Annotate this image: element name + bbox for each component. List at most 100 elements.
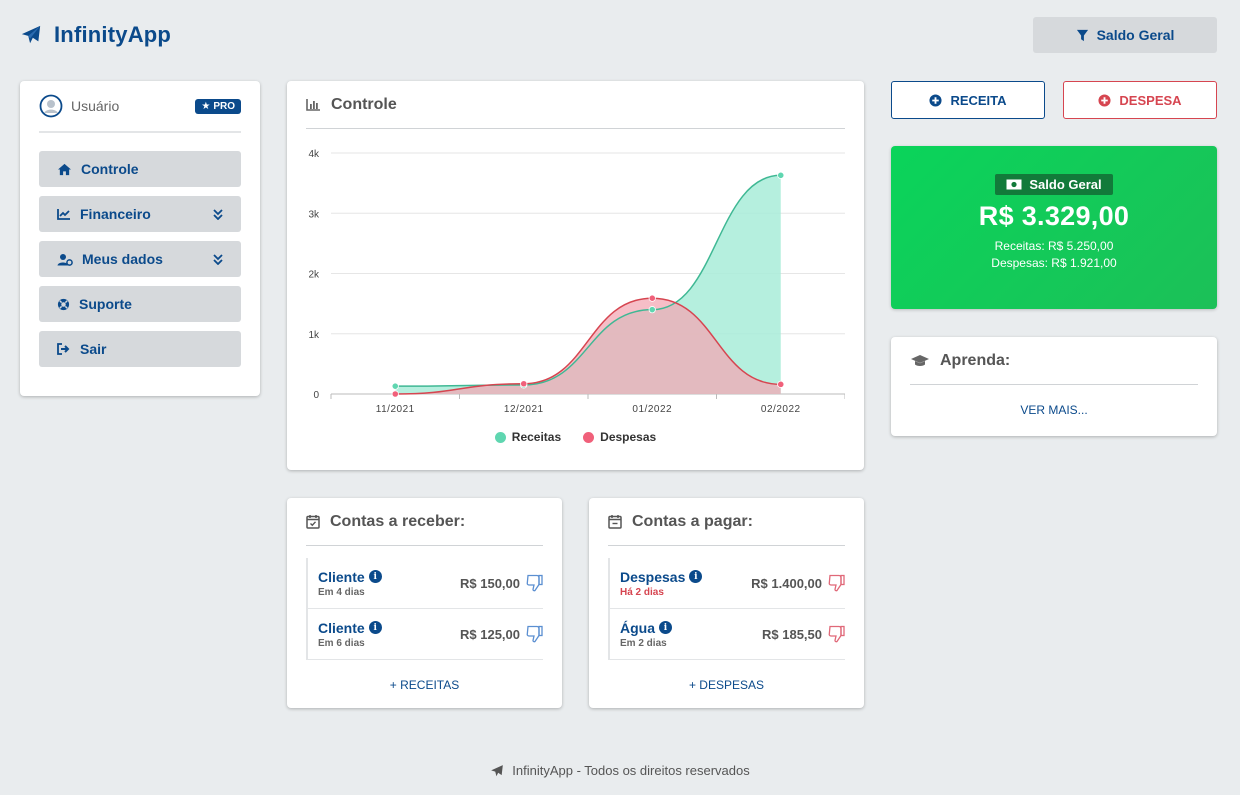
more-receitas-link[interactable]: + RECEITAS [389, 678, 460, 692]
saldo-geral-card: Saldo Geral R$ 3.329,00 Receitas: R$ 5.2… [891, 146, 1217, 309]
contas-pagar-title-text: Contas a pagar: [632, 512, 753, 530]
thumbs-down-icon[interactable] [526, 574, 543, 592]
info-icon[interactable]: i [659, 621, 672, 634]
info-icon[interactable]: i [368, 570, 382, 583]
footer-text: InfinityApp - Todos os direitos reservad… [512, 763, 750, 778]
conta-info: Água i Em 2 dias [620, 620, 762, 649]
calendar-check-icon [306, 515, 320, 529]
sidebar-item-label: Meus dados [82, 251, 163, 267]
conta-due: Em 4 dias [318, 586, 365, 598]
sidebar-item-suporte[interactable]: Suporte [39, 286, 241, 322]
conta-value: R$ 1.400,00 [751, 575, 822, 591]
ver-mais-link[interactable]: VER MAIS... [1020, 403, 1088, 417]
y-tick-label: 1k [308, 330, 320, 341]
data-point-despesas [520, 380, 528, 388]
chart-legend: Receitas Despesas [287, 430, 864, 444]
conta-name-text: Água [620, 619, 655, 636]
star-icon: ★ [201, 100, 211, 112]
conta-info: Cliente i Em 4 dias [318, 569, 460, 598]
sidebar-item-financeiro[interactable]: Financeiro [39, 196, 241, 232]
data-point-receitas [777, 171, 785, 179]
user-row: Usuário ★ PRO [39, 81, 241, 133]
saldo-despesas: Despesas: R$ 1.921,00 [991, 256, 1117, 270]
filter-icon [1076, 29, 1088, 41]
conta-value: R$ 125,00 [460, 626, 520, 642]
data-point-despesas [648, 294, 656, 302]
paper-plane-icon [21, 25, 41, 44]
graduation-cap-icon [911, 355, 929, 366]
info-icon[interactable]: i [689, 570, 703, 583]
conta-name-text: Cliente [318, 568, 365, 585]
saldo-geral-label: Saldo Geral [1029, 177, 1102, 192]
money-bill-icon [1006, 179, 1022, 190]
info-icon[interactable]: i [368, 621, 382, 634]
conta-name: Cliente i [318, 569, 460, 585]
controle-area-chart: 0 1k 2k 3k 4k 11/2021 12/2021 01/2022 02/2022 [308, 149, 845, 415]
legend-item-despesas[interactable]: Despesas [583, 430, 656, 444]
conta-info: Cliente i Em 6 dias [318, 620, 460, 649]
contas-pagar-card: Contas a pagar: Despesas i Há 2 dias R$ … [589, 498, 864, 708]
conta-due-overdue: Há 2 dias [620, 586, 664, 598]
thumbs-down-icon[interactable] [828, 625, 845, 643]
conta-name: Despesas i [620, 569, 751, 585]
calendar-icon [608, 515, 622, 529]
list-item[interactable]: Água i Em 2 dias R$ 185,50 [608, 609, 845, 660]
list-item[interactable]: Cliente i Em 6 dias R$ 125,00 [306, 609, 543, 660]
home-icon [58, 163, 71, 175]
brand[interactable]: InfinityApp [20, 22, 171, 48]
aprenda-title: Aprenda: [910, 337, 1198, 385]
chart-line-icon [57, 209, 70, 220]
add-despesa-label: DESPESA [1119, 92, 1182, 108]
sidebar: Usuário ★ PRO Controle Financeiro [20, 81, 260, 396]
sidebar-menu: Controle Financeiro Meus dados [39, 151, 241, 367]
chart-bar-icon [306, 99, 320, 111]
saldo-geral-filter-button[interactable]: Saldo Geral [1033, 17, 1217, 53]
conta-due: Em 2 dias [620, 637, 667, 649]
sign-out-icon [57, 343, 70, 355]
list-item[interactable]: Despesas i Há 2 dias R$ 1.400,00 [608, 558, 845, 609]
legend-dot-receitas [494, 431, 506, 443]
controle-title: Controle [306, 81, 845, 129]
saldo-geral-chip: Saldo Geral [995, 174, 1113, 195]
x-tick-label: 02/2022 [761, 404, 801, 415]
plus-circle-icon [929, 93, 942, 107]
sidebar-item-label: Financeiro [80, 206, 151, 222]
series-area-despesas [395, 298, 781, 394]
contas-receber-title: Contas a receber: [306, 498, 543, 546]
list-item[interactable]: Cliente i Em 4 dias R$ 150,00 [306, 558, 543, 609]
series-line-despesas [395, 297, 781, 395]
sidebar-item-label: Suporte [79, 296, 132, 312]
paper-plane-icon [491, 764, 504, 776]
x-tick-label: 11/2021 [376, 404, 415, 415]
add-receita-button[interactable]: RECEITA [891, 81, 1045, 119]
user-name: Usuário [71, 98, 120, 114]
controle-title-text: Controle [331, 95, 397, 113]
thumbs-down-icon[interactable] [828, 574, 845, 592]
sidebar-item-controle[interactable]: Controle [39, 151, 241, 187]
more-despesas-link[interactable]: + DESPESAS [688, 678, 765, 692]
y-tick-label: 0 [313, 390, 319, 401]
legend-dot-despesas [583, 431, 595, 443]
sidebar-item-meus-dados[interactable]: Meus dados [39, 241, 241, 277]
data-point-despesas [391, 390, 399, 398]
chevron-double-down-icon [213, 253, 223, 265]
contas-receber-title-text: Contas a receber: [330, 512, 466, 530]
conta-name-text: Despesas [620, 568, 686, 585]
pro-badge-label: PRO [213, 100, 235, 112]
legend-item-receitas[interactable]: Receitas [494, 430, 561, 444]
user-avatar-icon [39, 94, 63, 118]
legend-label-despesas: Despesas [600, 430, 657, 444]
sidebar-item-sair[interactable]: Sair [39, 331, 241, 367]
add-despesa-button[interactable]: DESPESA [1063, 81, 1217, 119]
data-point-despesas [777, 380, 785, 388]
saldo-geral-filter-label: Saldo Geral [1096, 27, 1175, 43]
sidebar-item-label: Controle [81, 161, 139, 177]
contas-pagar-title: Contas a pagar: [608, 498, 845, 546]
y-tick-label: 4k [308, 149, 320, 160]
saldo-breakdown: Receitas: R$ 5.250,00 Despesas: R$ 1.921… [891, 238, 1217, 272]
thumbs-down-icon[interactable] [526, 625, 543, 643]
conta-value: R$ 185,50 [762, 626, 822, 642]
conta-name: Água i [620, 620, 762, 636]
saldo-receitas: Receitas: R$ 5.250,00 [994, 239, 1114, 253]
conta-name-text: Cliente [318, 619, 365, 636]
